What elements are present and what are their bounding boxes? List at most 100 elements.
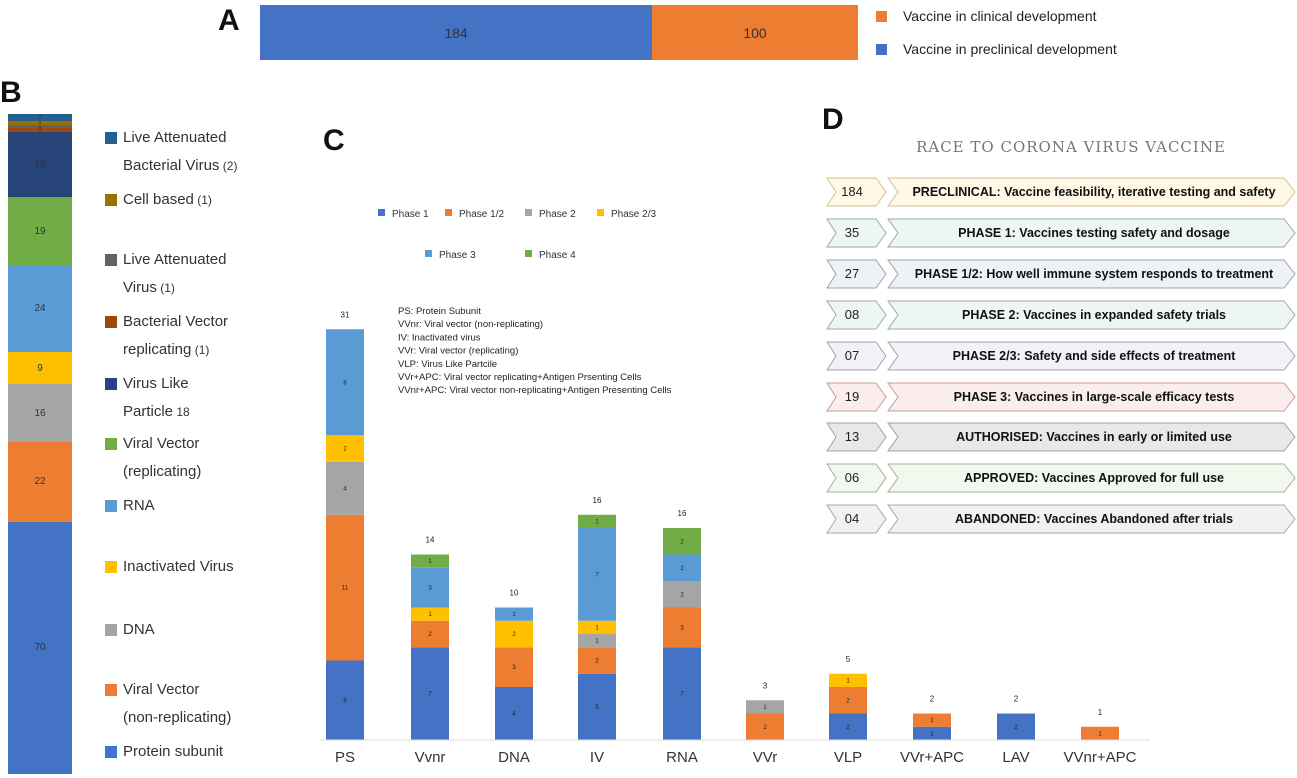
bar-segment [578,634,616,648]
bar-total-label: 5 [846,655,851,664]
bar-segment-label: 1 [595,639,599,645]
stage-row: 184 PRECLINICAL: Vaccine feasibility, ite… [826,177,1296,207]
legend-b-line1: Live Attenuated [123,129,227,146]
bar-total-label: 2 [930,695,935,704]
stage-description: PHASE 1: Vaccines testing safety and dos… [894,218,1294,248]
panel-b-segment: 19 [8,196,72,266]
stage-row: 06 APPROVED: Vaccines Approved for full u… [826,463,1296,493]
bar-segment-label: 1 [512,612,516,618]
bar-segment-label: 1 [763,705,767,711]
x-tick-label: DNA [498,749,530,766]
stage-desc-chevron [887,259,1296,289]
stage-count: 07 [844,347,860,363]
legend-b-count: (2) [219,159,238,173]
legend-b-item: Viral Vector (non-replicating) [105,676,305,732]
bar-segment-label: 2 [512,632,516,638]
panel-b-stacked-bar: 70 22 16 9 24 19 18 1 1 1 2 [8,114,72,774]
panel-b-segment: 22 [8,442,72,522]
bar-segment-label: 1 [428,559,432,565]
panel-b-segment-label: 22 [34,476,46,488]
legend-b-line2: Bacterial Virus [123,157,220,174]
bar-segment-label: 6 [343,698,347,704]
legend-b-line2: Particle [123,403,174,420]
bar-segment [913,726,951,740]
bar-segment [663,647,701,740]
panel-b-segment-label: 9 [37,362,43,374]
abbreviation-note: VLP: Virus Like Partcile [398,359,497,370]
legend-b-line2: replicating [123,341,192,358]
stage-description: PHASE 1/2: How well immune system respon… [894,259,1294,289]
stage-desc-chevron [887,463,1296,493]
legend-b-swatch [105,132,117,144]
legend-b-item: Cell based (1) [105,186,305,214]
bar-segment [997,713,1035,740]
stage-count-chevron [826,259,887,289]
bar-segment-label: 8 [343,380,347,386]
bar-segment-label: 7 [595,572,599,578]
legend-b-swatch [105,684,117,696]
panel-b-segment: 9 [8,352,72,385]
stage-description: ABANDONED: Vaccines Abandoned after tria… [894,504,1294,534]
bar-segment-label: 1 [595,625,599,631]
panel-label-a: A [218,4,240,37]
stage-head: PHASE 3: [953,389,1012,404]
legend-b-item: Live Attenuated Virus (1) [105,246,305,302]
stage-count: 08 [844,306,860,322]
bar-segment [578,528,616,621]
legend-b-swatch [105,746,117,758]
bar-segment-label: 2 [846,725,850,731]
bar-total-label: 2 [1014,695,1019,704]
bar-segment-label: 7 [680,692,684,698]
stage-count-chevron [826,218,887,248]
stage-row: 13 AUTHORISED: Vaccines in early or limit… [826,422,1296,452]
x-tick-label: VVr+APC [900,749,964,766]
stage-desc-chevron [887,177,1296,207]
panel-b-segment-label: 1 [38,122,42,130]
bar-segment-label: 1 [930,731,934,737]
stage-row: 07 PHASE 2/3: Safety and side effects of … [826,341,1296,371]
stage-head: APPROVED: [963,471,1039,486]
legend-b-label: Protein subunit [123,738,305,766]
legend-b-swatch [105,561,117,573]
panel-d: RACE TO CORONA VIRUS VACCINE [826,138,1296,156]
stage-row: 35 PHASE 1: Vaccines testing safety and d… [826,218,1296,248]
legend-b-line1: Bacterial Vector [123,313,229,330]
abbreviation-note: VVnr: Viral vector (non-replicating) [398,319,543,330]
stage-text: Vaccines in expanded safety trials [1019,307,1226,322]
panel-b-segment: 16 [8,384,72,443]
stage-count: 06 [844,470,860,486]
legend-b-line2: (non-replicating) [123,709,232,726]
stage-head: PRECLINICAL: [912,185,1001,199]
stage-desc-chevron [887,504,1296,534]
bar-segment [326,435,364,462]
bar-segment [746,713,784,740]
bar-segment [578,620,616,634]
legend-a-preclinical-swatch [876,43,887,55]
abbreviation-note: VVr: Viral vector (replicating) [398,346,518,357]
stage-count: 19 [844,388,860,404]
bar-segment [829,687,867,714]
bar-segment [411,607,449,621]
stage-head: AUTHORISED: [956,430,1043,445]
legend-b-count: 18 [173,405,190,419]
stage-description: PHASE 2/3: Safety and side effects of tr… [894,341,1294,371]
legend-b-label: Live Attenuated Bacterial Virus (2) [123,124,305,180]
panel-c-chart: 61142831PS7213114Vvnr432110DNA52117116IV… [320,209,1150,766]
panel-b-segment: 2 [8,113,72,122]
stage-desc-chevron [887,218,1296,248]
legend-b-swatch [105,194,117,206]
stage-count: 04 [844,511,860,527]
bar-total-label: 14 [426,536,435,545]
legend-b-swatch [105,500,117,512]
panel-b-segment-label: 16 [34,407,46,419]
legend-b-label: Live Attenuated Virus (1) [123,246,305,302]
legend-b-item: RNA [105,492,305,520]
legend-c-swatch [425,250,432,257]
bar-segment [326,329,364,436]
panel-b-segment-label: 2 [38,113,42,121]
bar-total-label: 10 [510,589,519,598]
stage-count-chevron [826,300,887,330]
stage-count-chevron [826,422,887,452]
bar-segment [913,713,951,727]
panel-b-segment: 1 [8,119,72,126]
